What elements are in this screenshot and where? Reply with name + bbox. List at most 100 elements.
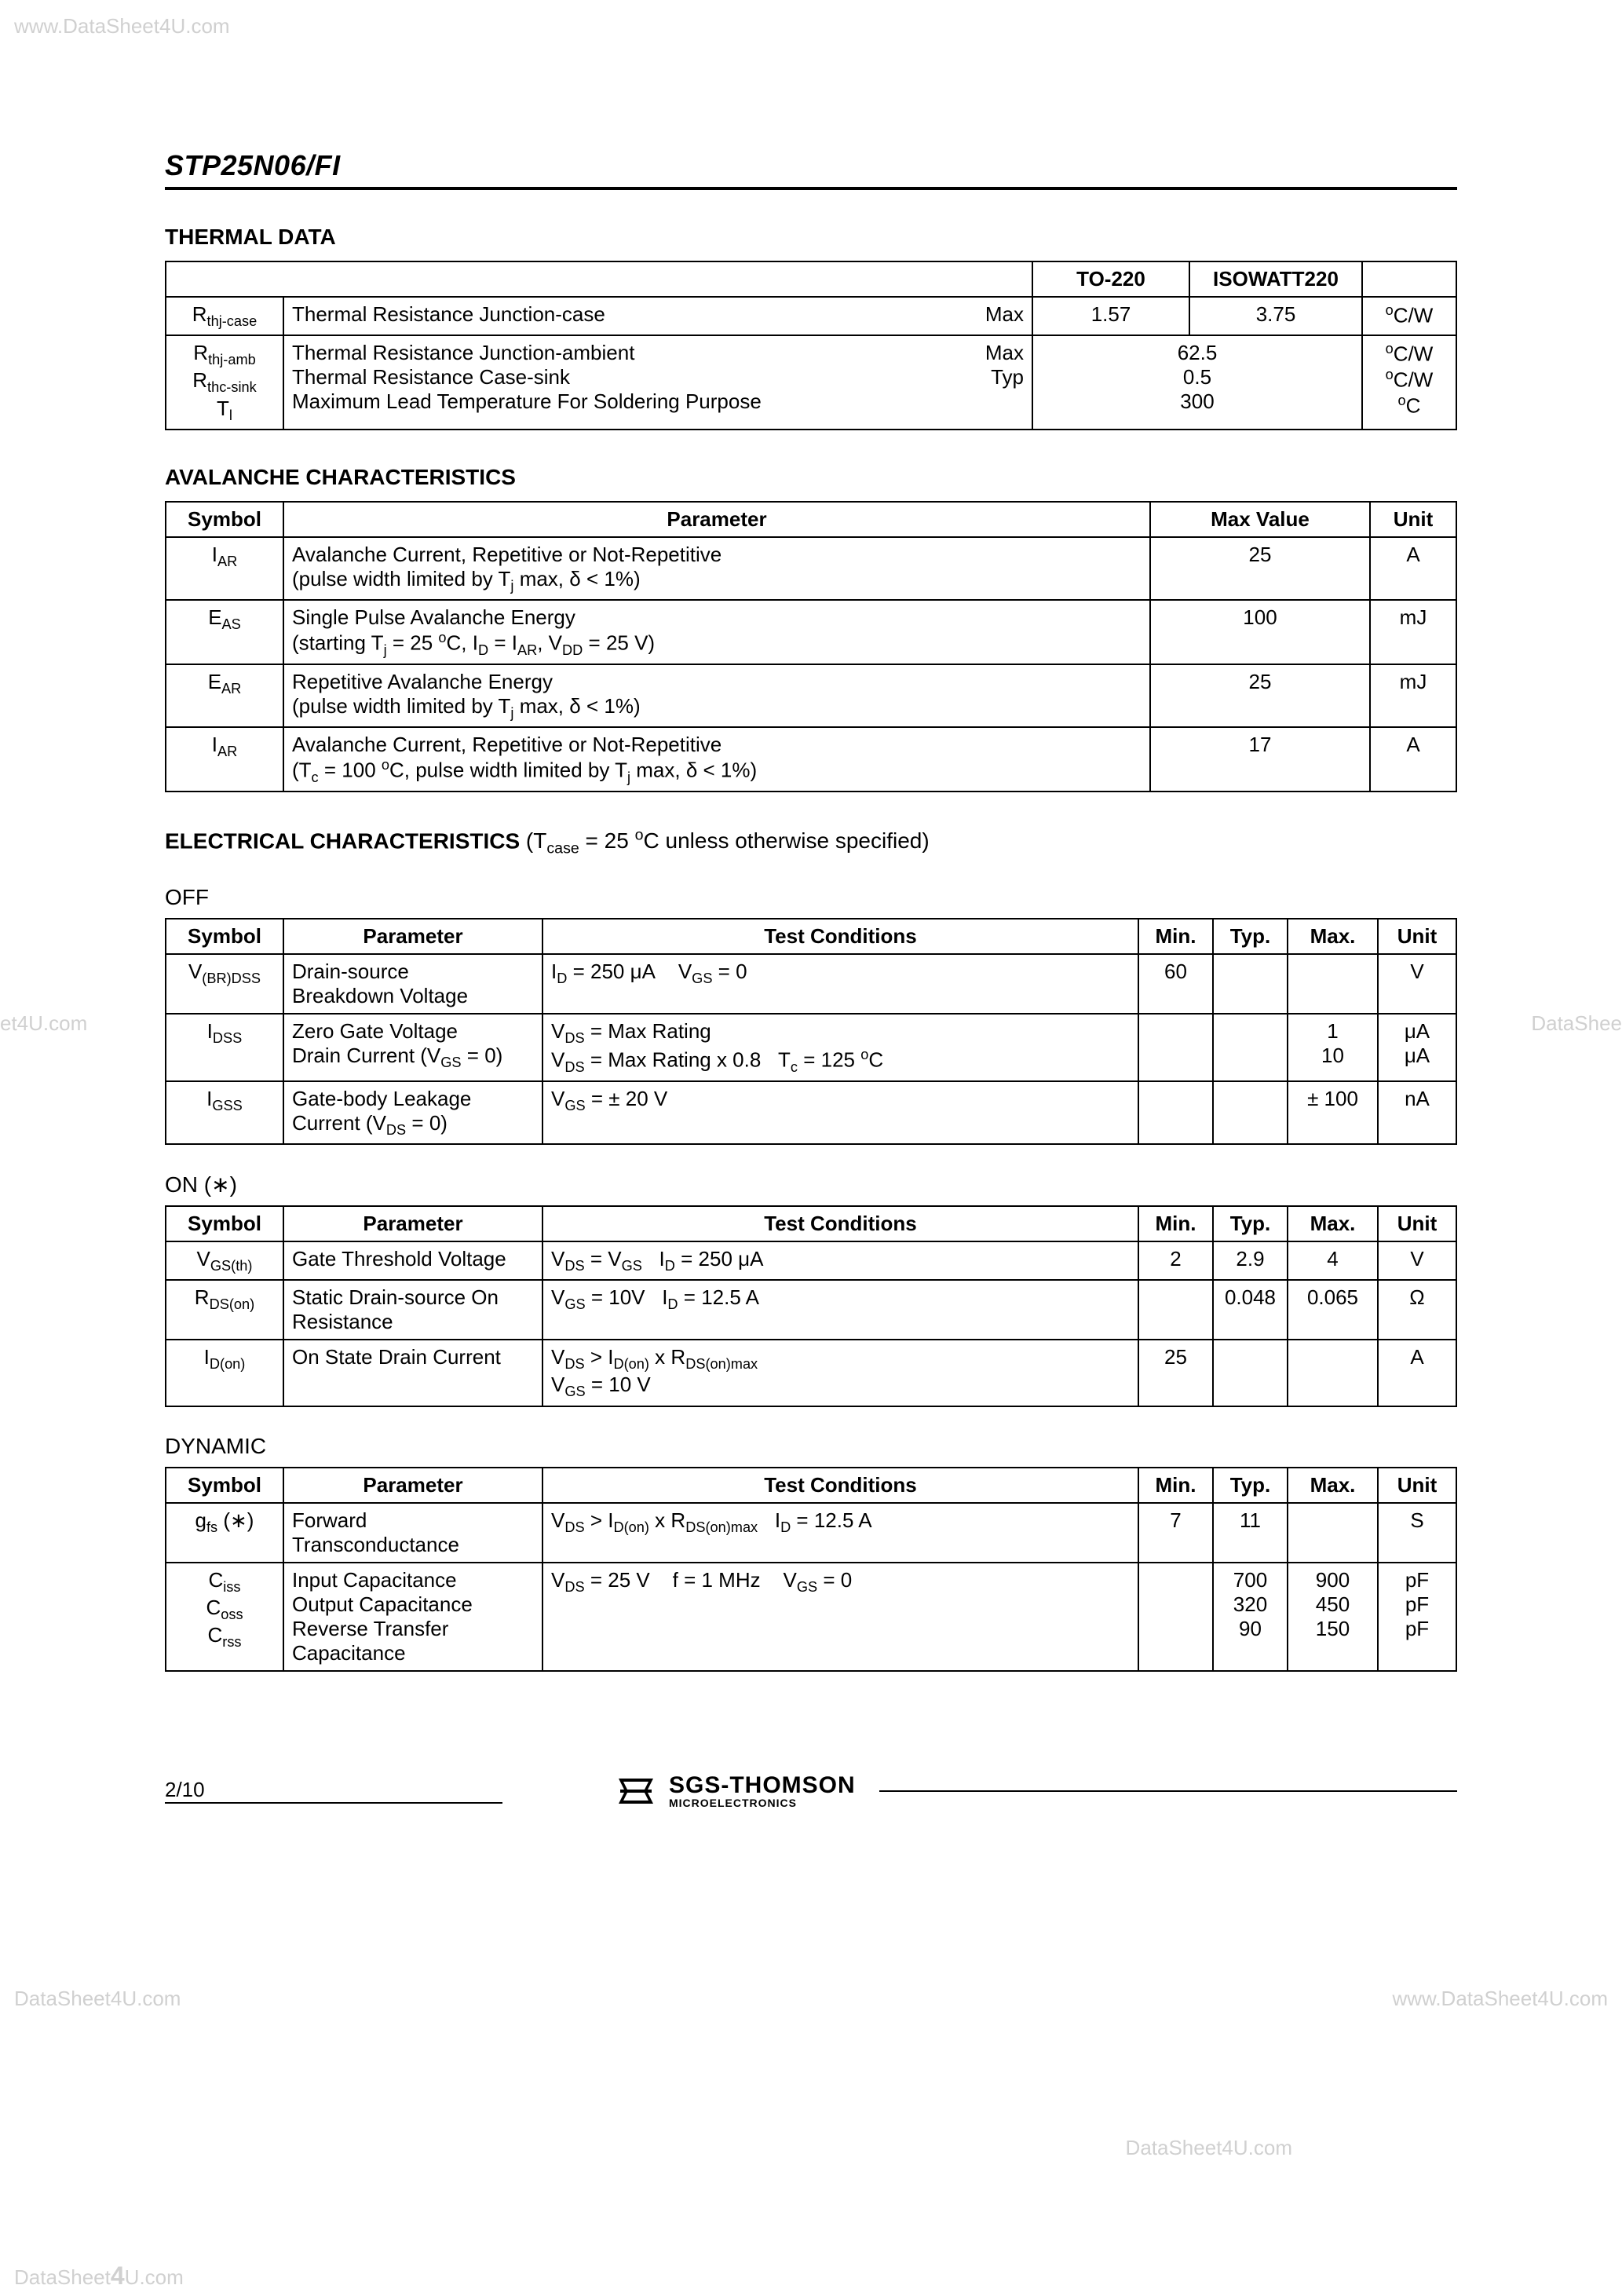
- page-footer: 2/10 SGS-THOMSON MICROELECTRONICS: [165, 1774, 1457, 1808]
- off-title: OFF: [165, 885, 1457, 910]
- col-symbol: Symbol: [166, 1206, 283, 1241]
- typ-cell: 11: [1213, 1503, 1288, 1563]
- symbol-cell: ID(on): [166, 1340, 283, 1406]
- col-parameter: Parameter: [283, 502, 1150, 537]
- typ-cell: 70032090: [1213, 1563, 1288, 1671]
- unit-cell: A: [1370, 727, 1456, 792]
- max-cell: 110: [1288, 1014, 1378, 1081]
- thermal-title: THERMAL DATA: [165, 225, 1457, 250]
- max-cell: 900450150: [1288, 1563, 1378, 1671]
- param-cell: Avalanche Current, Repetitive or Not-Rep…: [283, 727, 1150, 792]
- unit-cell: oC/W: [1362, 297, 1456, 335]
- symbol-cell: gfs (∗): [166, 1503, 283, 1563]
- param-cell: Avalanche Current, Repetitive or Not-Rep…: [283, 537, 1150, 600]
- param-cell: Gate Threshold Voltage: [283, 1241, 542, 1280]
- table-row: EARRepetitive Avalanche Energy(pulse wid…: [166, 664, 1456, 727]
- test-cell: VDS = Max RatingVDS = Max Rating x 0.8 T…: [542, 1014, 1138, 1081]
- table-row: RDS(on)Static Drain-source OnResistanceV…: [166, 1280, 1456, 1340]
- symbol-cell: V(BR)DSS: [166, 954, 283, 1014]
- test-cell: VDS = 25 V f = 1 MHz VGS = 0: [542, 1563, 1138, 1671]
- col-min: Min.: [1138, 1206, 1213, 1241]
- col-typ: Typ.: [1213, 1468, 1288, 1503]
- param-cell: Zero Gate VoltageDrain Current (VGS = 0): [283, 1014, 542, 1081]
- col-max: Max.: [1288, 1468, 1378, 1503]
- table-header-row: Symbol Parameter Test Conditions Min. Ty…: [166, 1468, 1456, 1503]
- electrical-title: ELECTRICAL CHARACTERISTICS (Tcase = 25 o…: [165, 827, 1457, 858]
- col-unit: Unit: [1378, 919, 1456, 954]
- test-cell: VDS > ID(on) x RDS(on)maxVGS = 10 V: [542, 1340, 1138, 1406]
- value-cell: 3.75: [1189, 297, 1362, 335]
- company-logo: SGS-THOMSON MICROELECTRONICS: [612, 1774, 856, 1808]
- test-cell: VDS = VGS ID = 250 μA: [542, 1241, 1138, 1280]
- symbol-cell: IGSS: [166, 1081, 283, 1144]
- watermark: www.DataSheet4U.com: [1392, 1987, 1608, 2011]
- min-cell: [1138, 1280, 1213, 1340]
- param-cell: Drain-sourceBreakdown Voltage: [283, 954, 542, 1014]
- col-pkg2: ISOWATT220: [1189, 261, 1362, 297]
- watermark: DataSheet4U.com: [14, 1987, 181, 2011]
- max-cell: 0.065: [1288, 1280, 1378, 1340]
- max-cell: [1288, 1340, 1378, 1406]
- min-cell: [1138, 1081, 1213, 1144]
- table-header-row: TO-220 ISOWATT220: [166, 261, 1456, 297]
- symbol-cell: IAR: [166, 537, 283, 600]
- table-row: ID(on)On State Drain CurrentVDS > ID(on)…: [166, 1340, 1456, 1406]
- watermark: DataSheet4U.com: [1126, 2136, 1292, 2160]
- table-row: IARAvalanche Current, Repetitive or Not-…: [166, 537, 1456, 600]
- table-row: Rthj-case Thermal Resistance Junction-ca…: [166, 297, 1456, 335]
- part-number: STP25N06/FI: [165, 149, 1457, 182]
- table-row: IDSSZero Gate VoltageDrain Current (VGS …: [166, 1014, 1456, 1081]
- watermark: DataSheet4U.com: [14, 2261, 184, 2291]
- min-cell: 25: [1138, 1340, 1213, 1406]
- col-test: Test Conditions: [542, 1206, 1138, 1241]
- unit-cell: V: [1378, 954, 1456, 1014]
- typ-cell: 0.048: [1213, 1280, 1288, 1340]
- typ-cell: 2.9: [1213, 1241, 1288, 1280]
- test-cell: VGS = 10V ID = 12.5 A: [542, 1280, 1138, 1340]
- title-rule: [165, 187, 1457, 190]
- param-cell: Static Drain-source OnResistance: [283, 1280, 542, 1340]
- min-cell: 60: [1138, 954, 1213, 1014]
- col-typ: Typ.: [1213, 919, 1288, 954]
- value-cell: 17: [1150, 727, 1370, 792]
- col-symbol: Symbol: [166, 502, 283, 537]
- min-cell: [1138, 1563, 1213, 1671]
- table-row: CissCossCrssInput CapacitanceOutput Capa…: [166, 1563, 1456, 1671]
- min-cell: [1138, 1014, 1213, 1081]
- on-table: Symbol Parameter Test Conditions Min. Ty…: [165, 1205, 1457, 1407]
- dynamic-title: DYNAMIC: [165, 1434, 1457, 1459]
- max-cell: [1288, 1503, 1378, 1563]
- min-cell: 2: [1138, 1241, 1213, 1280]
- symbol-cell: EAR: [166, 664, 283, 727]
- page-content: STP25N06/FI THERMAL DATA TO-220 ISOWATT2…: [0, 0, 1622, 1855]
- col-max: Max.: [1288, 919, 1378, 954]
- qualifier-cell: Max: [970, 297, 1032, 335]
- unit-cell: mJ: [1370, 664, 1456, 727]
- unit-cell: Ω: [1378, 1280, 1456, 1340]
- col-symbol: Symbol: [166, 1468, 283, 1503]
- logo-line1: SGS-THOMSON: [669, 1774, 856, 1797]
- unit-cell: oC/W oC/W oC: [1362, 335, 1456, 430]
- typ-cell: [1213, 1340, 1288, 1406]
- col-test: Test Conditions: [542, 1468, 1138, 1503]
- col-parameter: Parameter: [283, 919, 542, 954]
- col-symbol: Symbol: [166, 919, 283, 954]
- off-table: Symbol Parameter Test Conditions Min. Ty…: [165, 918, 1457, 1145]
- table-row: VGS(th)Gate Threshold VoltageVDS = VGS I…: [166, 1241, 1456, 1280]
- table-row: IARAvalanche Current, Repetitive or Not-…: [166, 727, 1456, 792]
- col-parameter: Parameter: [283, 1468, 542, 1503]
- col-max: Max.: [1288, 1206, 1378, 1241]
- value-cell: 1.57: [1032, 297, 1189, 335]
- thermal-table: TO-220 ISOWATT220 Rthj-case Thermal Resi…: [165, 261, 1457, 430]
- col-pkg1: TO-220: [1032, 261, 1189, 297]
- symbol-cell: RDS(on): [166, 1280, 283, 1340]
- symbol-cell: IAR: [166, 727, 283, 792]
- symbol-cell: EAS: [166, 600, 283, 664]
- value-cell: 100: [1150, 600, 1370, 664]
- unit-cell: V: [1378, 1241, 1456, 1280]
- dynamic-table: Symbol Parameter Test Conditions Min. Ty…: [165, 1467, 1457, 1672]
- col-unit: Unit: [1370, 502, 1456, 537]
- symbol-cell: VGS(th): [166, 1241, 283, 1280]
- value-cell: 25: [1150, 664, 1370, 727]
- table-header-row: Symbol Parameter Test Conditions Min. Ty…: [166, 1206, 1456, 1241]
